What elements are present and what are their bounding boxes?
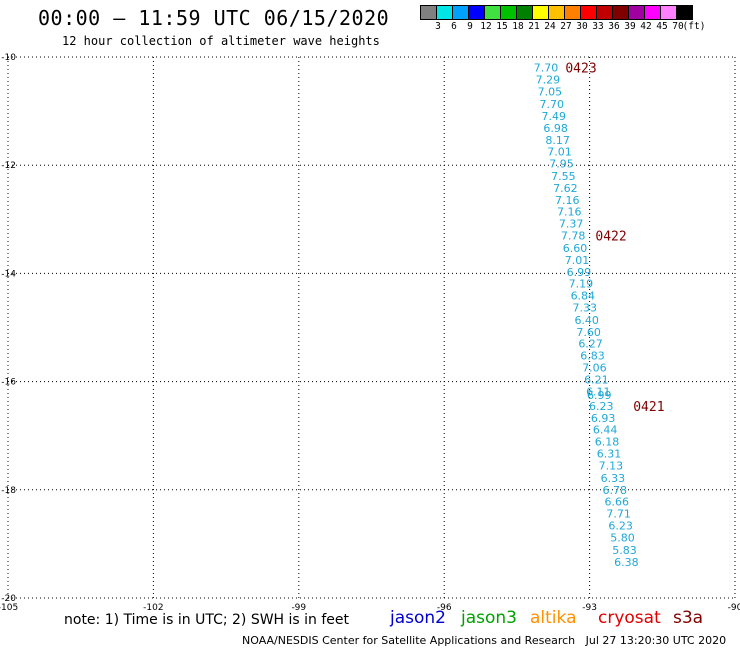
swh-value-label: 6.98: [543, 122, 568, 135]
pass-time-label: 0421: [633, 400, 664, 415]
swh-value-label: 6.99: [567, 266, 592, 279]
swh-value-label: 7.55: [551, 170, 576, 183]
swh-value-label: 7.70: [534, 61, 559, 74]
color-legend: [420, 5, 693, 20]
swh-value-label: 7.33: [573, 301, 598, 314]
swh-value-label: 6.78: [603, 484, 628, 497]
swh-value-label: 6.31: [597, 448, 622, 461]
pass-time-label: 0423: [565, 61, 596, 76]
lon-tick-label: -93: [582, 603, 597, 613]
swh-value-label: 7.49: [541, 110, 566, 123]
swh-value-label: 6.83: [580, 350, 605, 363]
lon-tick-label: -99: [291, 603, 306, 613]
legend-tick-label: 3: [435, 21, 441, 32]
legend-tick-label: 21: [528, 21, 540, 32]
lon-tick-label: -102: [143, 603, 163, 613]
swh-value-label: 7.60: [576, 326, 601, 339]
legend-tick-label: 39: [624, 21, 636, 32]
legend-tick-label: 18: [512, 21, 524, 32]
swh-value-label: 7.19: [569, 278, 594, 291]
swh-value-label: 6.66: [604, 496, 629, 509]
swh-value-label: 5.80: [610, 531, 635, 544]
lon-tick-label: -105: [0, 603, 18, 613]
lon-tick-label: -90: [728, 603, 740, 613]
satellite-label-altika: altika: [530, 608, 577, 628]
page-subtitle: 12 hour collection of altimeter wave hei…: [62, 34, 380, 48]
legend-tick-label: 24: [544, 21, 556, 32]
swh-value-label: 7.06: [582, 362, 607, 375]
swh-value-label: 7.78: [561, 230, 586, 243]
swh-value-label: 7.95: [549, 158, 574, 171]
swh-value-label: 7.16: [557, 206, 582, 219]
legend-tick-label: 6: [451, 21, 457, 32]
lat-tick-label: -14: [1, 269, 16, 279]
swh-value-label: 7.05: [538, 86, 563, 99]
swh-value-label: 7.71: [606, 508, 631, 521]
swh-value-label: 6.38: [614, 556, 639, 569]
legend-tick-label: 12: [480, 21, 492, 32]
footer-note: note: 1) Time is in UTC; 2) SWH is in fe…: [64, 612, 350, 628]
legend-tick-label: 9: [467, 21, 473, 32]
satellite-label-cryosat: cryosat: [598, 608, 661, 628]
swh-value-label: 6.99: [587, 389, 612, 402]
swh-value-label: 7.01: [547, 146, 572, 159]
swh-value-label: 6.44: [593, 424, 618, 437]
legend-tick-label: 15: [496, 21, 508, 32]
swh-value-label: 6.23: [608, 520, 633, 533]
swh-value-label: 7.62: [553, 182, 578, 195]
swh-value-label: 7.13: [599, 459, 624, 472]
legend-tick-label: 27: [560, 21, 572, 32]
satellite-label-jason3: jason3: [461, 608, 517, 628]
swh-value-label: 6.11: [586, 385, 611, 398]
swh-value-label: 6.21: [584, 373, 609, 386]
lat-tick-label: -20: [1, 594, 16, 604]
lon-tick-label: -96: [437, 603, 452, 613]
pass-time-label: 0422: [595, 230, 626, 245]
legend-tick-label: 30: [576, 21, 588, 32]
swh-value-label: 6.60: [563, 242, 588, 255]
swh-value-label: 6.18: [595, 436, 620, 449]
swh-value-label: 6.40: [574, 314, 599, 327]
swh-value-label: 7.70: [540, 98, 565, 111]
swh-value-label: 7.16: [555, 194, 580, 207]
footer-credit: NOAA/NESDIS Center for Satellite Applica…: [242, 634, 727, 647]
legend-tick-label: (ft): [682, 21, 706, 32]
lat-tick-label: -12: [1, 161, 16, 171]
legend-swatch: [676, 5, 693, 20]
lat-tick-label: -16: [1, 378, 16, 388]
swh-value-label: 7.29: [536, 74, 561, 87]
swh-value-label: 7.37: [559, 218, 584, 231]
swh-value-label: 6.23: [589, 400, 614, 413]
swh-value-label: 5.83: [612, 544, 637, 557]
swh-value-label: 7.01: [565, 254, 590, 267]
satellite-label-s3a: s3a: [673, 608, 704, 628]
page-title: 00:00 – 11:59 UTC 06/15/2020: [38, 6, 390, 30]
swh-value-label: 6.27: [578, 338, 603, 351]
swh-value-label: 6.84: [571, 290, 596, 303]
swh-value-label: 6.93: [591, 412, 616, 425]
lat-tick-label: -18: [1, 486, 16, 496]
swh-value-label: 8.17: [545, 134, 570, 147]
swh-value-label: 6.33: [601, 472, 626, 485]
legend-tick-label: 36: [608, 21, 620, 32]
legend-tick-label: 70: [672, 21, 684, 32]
satellite-label-jason2: jason2: [390, 608, 446, 628]
legend-tick-label: 42: [640, 21, 652, 32]
lat-tick-label: -10: [1, 53, 16, 63]
legend-tick-label: 33: [592, 21, 604, 32]
legend-tick-label: 45: [656, 21, 668, 32]
